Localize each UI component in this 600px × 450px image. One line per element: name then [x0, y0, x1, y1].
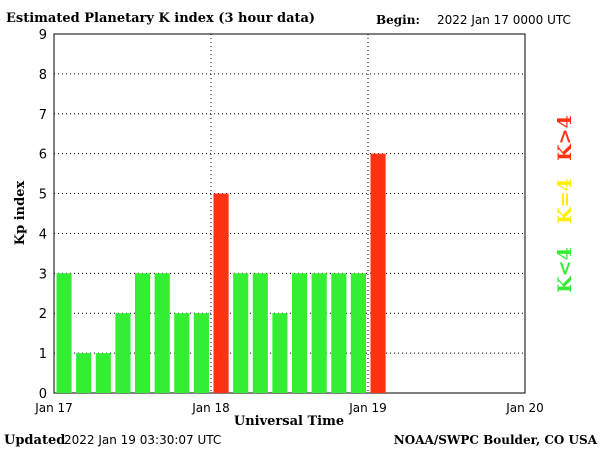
bars [56, 153, 386, 393]
source-label: NOAA/SWPC Boulder, CO USA [394, 433, 598, 447]
kp-bar [154, 273, 170, 393]
y-tick-label: 6 [39, 148, 47, 163]
x-tick-label: Jan 18 [191, 401, 230, 415]
y-tick-label: 7 [39, 108, 47, 123]
x-tick-labels: Jan 17 Jan 18 Jan 19 Jan 20 [34, 401, 544, 415]
kp-bar [292, 273, 308, 393]
y-tick-label: 9 [39, 28, 47, 43]
y-tick-label: 1 [39, 347, 47, 362]
x-tick-label: Jan 17 [34, 401, 73, 415]
updated-label: Updated [4, 433, 65, 448]
y-tick-label: 0 [39, 387, 47, 402]
grid [54, 34, 525, 393]
kp-bar [272, 313, 288, 393]
legend-label: K=4 [554, 178, 576, 224]
kp-bar [370, 153, 386, 393]
x-tick-label: Jan 19 [348, 401, 387, 415]
begin-label: Begin: [376, 13, 420, 27]
kp-bar [174, 313, 190, 393]
kp-bar [233, 273, 249, 393]
kp-bar [135, 273, 151, 393]
kp-bar [115, 313, 131, 393]
begin-value: 2022 Jan 17 0000 UTC [437, 13, 571, 27]
updated-value: 2022 Jan 19 03:30:07 UTC [64, 433, 221, 447]
y-tick-label: 8 [39, 68, 47, 83]
kp-bar [350, 273, 366, 393]
kp-bar [56, 273, 72, 393]
x-tick-label: Jan 20 [505, 401, 544, 415]
kp-bar [95, 353, 111, 393]
legend-label: K>4 [554, 115, 576, 161]
y-tick-label: 5 [39, 188, 47, 203]
kp-bar [331, 273, 347, 393]
plot-area [53, 33, 526, 394]
kp-bar [311, 273, 327, 393]
kp-bar [76, 353, 92, 393]
y-tick-label: 4 [39, 227, 47, 242]
kp-bar [213, 193, 229, 393]
kp-bar [252, 273, 268, 393]
y-axis-label: Kp index [13, 181, 28, 246]
y-tick-label: 3 [39, 267, 47, 282]
chart-title: Estimated Planetary K index (3 hour data… [6, 11, 315, 26]
legend: K<4 K=4 K>4 [554, 115, 576, 293]
x-axis-label: Universal Time [234, 414, 344, 429]
y-tick-labels: 0 1 2 3 4 5 6 7 8 9 [39, 28, 47, 402]
legend-label: K<4 [554, 247, 576, 293]
y-tick-label: 2 [39, 307, 47, 322]
kp-bar [193, 313, 209, 393]
